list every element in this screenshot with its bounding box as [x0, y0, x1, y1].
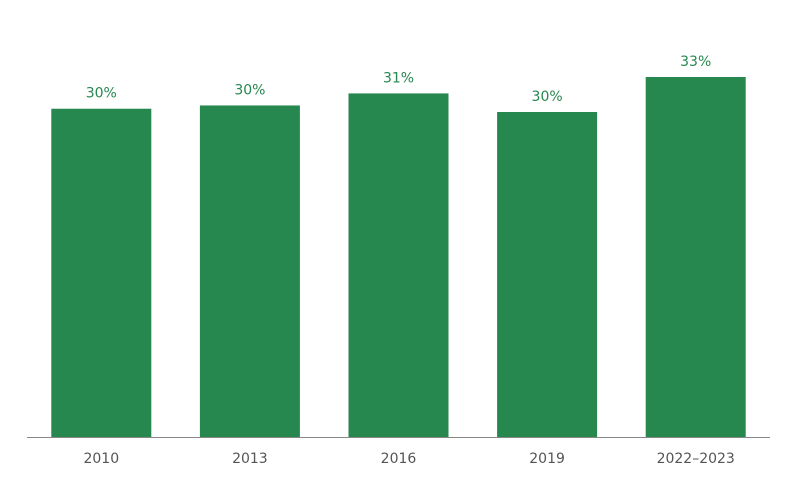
x-tick-label: 2010 — [83, 451, 119, 467]
bar — [645, 77, 746, 437]
bar — [497, 112, 598, 437]
bar — [348, 93, 449, 437]
value-label: 30% — [234, 82, 265, 98]
x-tick-label: 2022–2023 — [657, 451, 735, 467]
value-label: 30% — [532, 89, 563, 105]
x-tick-label: 2019 — [529, 451, 565, 467]
value-label: 31% — [383, 70, 414, 86]
value-label: 30% — [86, 86, 117, 102]
x-tick-label: 2013 — [232, 451, 268, 467]
value-label: 33% — [680, 54, 711, 70]
bar — [51, 108, 152, 438]
x-tick-label: 2016 — [381, 451, 417, 467]
bar — [199, 105, 300, 438]
